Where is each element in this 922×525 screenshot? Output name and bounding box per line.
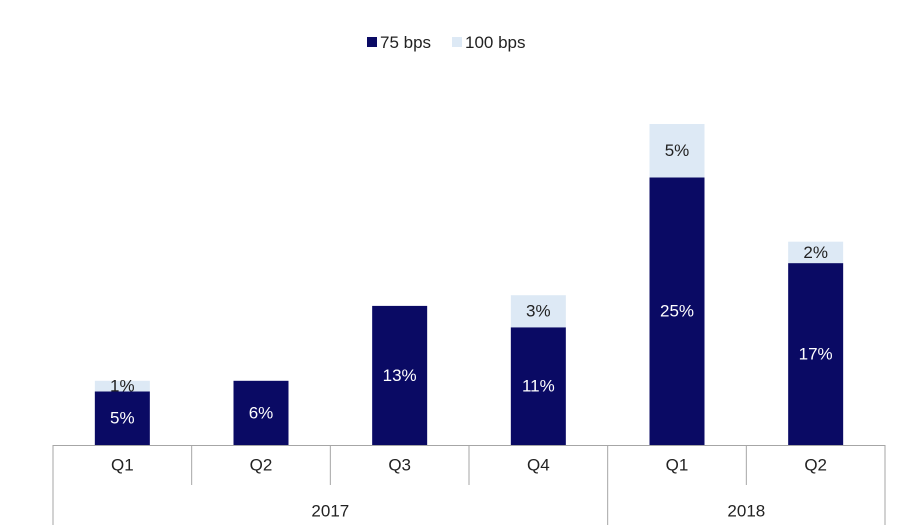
data-label-100-bps-6: 2% [803, 243, 828, 262]
legend-swatch-75-bps [367, 37, 377, 47]
group-label-2017: 2017 [311, 501, 349, 520]
data-label-100-bps-1: 1% [110, 377, 135, 396]
data-label-75-bps-2: 6% [249, 403, 274, 422]
data-label-100-bps-5: 5% [665, 141, 690, 160]
bar-75-bps-6 [788, 263, 844, 445]
bar-75-bps-5 [649, 177, 705, 445]
category-label-1: Q1 [111, 455, 134, 474]
data-label-100-bps-4: 3% [526, 302, 551, 321]
bar-75-bps-1 [94, 391, 150, 445]
category-label-4: Q4 [527, 455, 550, 474]
category-label-2: Q2 [250, 455, 273, 474]
category-label-3: Q3 [388, 455, 411, 474]
legend-label-75-bps: 75 bps [380, 33, 431, 52]
data-label-75-bps-5: 25% [660, 302, 694, 321]
category-axis: Q1 Q2 Q3 Q4 Q1 Q2 2017 2018 [52, 445, 886, 525]
bar-75-bps-3 [372, 305, 428, 445]
bar-100-bps-4 [510, 295, 566, 328]
bar-100-bps-5 [649, 124, 705, 178]
category-label-6: Q2 [804, 455, 827, 474]
bars: 5% 1% 6% 13% 11% 3% 25% 5% 17% 2% [94, 124, 844, 445]
group-label-2018: 2018 [727, 501, 765, 520]
legend: 75 bps 100 bps [367, 33, 526, 52]
data-label-75-bps-4: 11% [522, 377, 555, 396]
bar-75-bps-4 [510, 327, 566, 445]
legend-label-100-bps: 100 bps [465, 33, 526, 52]
data-label-75-bps-6: 17% [799, 345, 833, 364]
data-label-75-bps-3: 13% [383, 366, 417, 385]
data-label-75-bps-1: 5% [110, 409, 135, 428]
legend-swatch-100-bps [452, 37, 462, 47]
category-label-5: Q1 [666, 455, 689, 474]
bar-100-bps-6 [788, 241, 844, 264]
bar-100-bps-1 [94, 380, 150, 392]
bar-75-bps-2 [233, 380, 289, 445]
